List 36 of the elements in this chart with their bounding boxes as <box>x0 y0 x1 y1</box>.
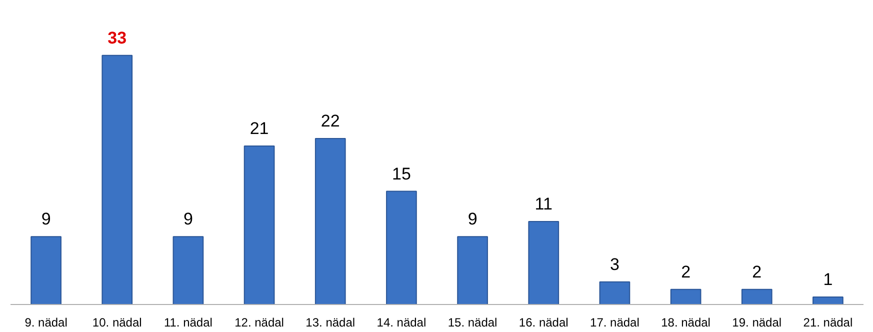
x-tick-label: 21. nädal <box>803 316 853 330</box>
x-tick-label: 11. nädal <box>164 316 212 330</box>
x-tick-label: 14. nädal <box>376 316 426 330</box>
bar <box>172 236 204 304</box>
data-label: 22 <box>320 111 340 130</box>
bar <box>528 220 560 304</box>
bar <box>457 236 488 304</box>
bar <box>386 190 417 304</box>
x-tick-label: 15. nädal <box>448 316 498 330</box>
data-label: 3 <box>610 254 620 274</box>
bar <box>741 288 772 304</box>
x-tick-label: 19. nädal <box>732 316 782 330</box>
data-label: 2 <box>752 262 762 282</box>
data-label: 9 <box>41 210 51 229</box>
x-tick-label: 16. nädal <box>518 316 568 330</box>
data-label: 33 <box>108 28 127 48</box>
data-label: 1 <box>823 270 833 289</box>
bar <box>30 236 62 304</box>
data-label: 11 <box>534 194 552 214</box>
data-label: 15 <box>392 164 411 184</box>
data-label: 9 <box>468 210 478 229</box>
bar <box>599 281 630 304</box>
bar <box>244 145 275 304</box>
bar <box>670 288 702 304</box>
x-tick-label: 13. nädal <box>306 316 356 330</box>
x-tick-label: 12. nädal <box>234 316 284 330</box>
x-tick-label: 18. nädal <box>661 316 710 330</box>
x-tick-label: 9. nädal <box>24 316 68 330</box>
data-label: 2 <box>681 262 691 282</box>
data-label: 9 <box>183 210 193 229</box>
x-tick-label: 10. nädal <box>92 316 142 330</box>
x-tick-label: 17. nädal <box>590 316 640 330</box>
bar <box>314 138 346 304</box>
data-label: 21 <box>250 118 269 138</box>
bar <box>102 54 133 304</box>
bar <box>812 296 844 304</box>
